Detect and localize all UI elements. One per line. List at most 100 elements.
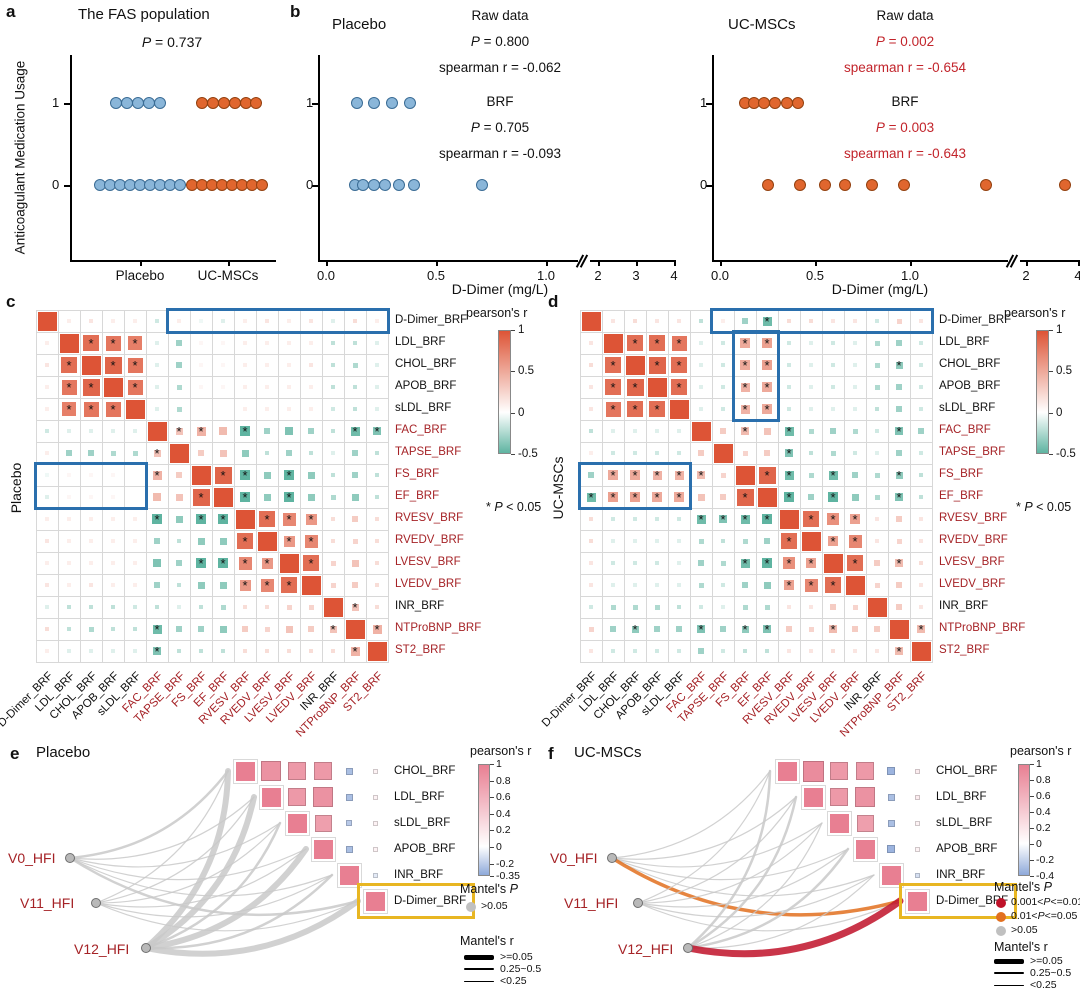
corr-square <box>89 319 93 323</box>
corr-square <box>218 558 228 568</box>
corr-sig-star: * <box>242 424 248 439</box>
corr-square <box>809 385 813 389</box>
corr-square <box>720 560 726 566</box>
corr-square <box>895 361 903 369</box>
corr-square <box>677 319 681 323</box>
corr-square <box>671 335 687 351</box>
b-stat-line: spearman r = -0.654 <box>844 60 966 75</box>
corr-square <box>45 451 49 455</box>
mantel-matrix-label: sLDL_BRF <box>936 817 993 829</box>
corr-square <box>809 363 813 367</box>
corr-colorbar-tick-label: 0.5 <box>518 365 534 378</box>
corr-square <box>721 363 725 367</box>
corr-square <box>825 577 841 593</box>
b-data-point <box>780 97 793 109</box>
corr-square <box>265 385 269 389</box>
corr-sig-star: * <box>808 512 814 527</box>
mantel-edge <box>637 848 849 908</box>
panel-b-left-title: Placebo <box>332 16 387 33</box>
corr-colorbar-tick <box>511 454 515 455</box>
corr-highlight-box <box>732 330 780 422</box>
corr-colorbar-tick-label: 0.5 <box>1056 365 1072 378</box>
corr-square <box>197 537 205 545</box>
corr-square <box>852 472 858 478</box>
mantel-r-label: >=0.05 <box>500 951 533 963</box>
corr-square <box>762 404 772 414</box>
corr-square <box>853 451 857 455</box>
corr-sig-star: * <box>852 534 858 549</box>
a-x-tick-label: UC-MSCs <box>197 268 259 283</box>
corr-square <box>153 449 161 457</box>
corr-square <box>111 605 115 609</box>
mantel-r-line <box>994 958 1024 964</box>
corr-sig-star: * <box>352 600 358 615</box>
corr-square <box>243 605 247 609</box>
corr-square <box>633 539 637 543</box>
corr-square <box>199 363 203 367</box>
corr-sig-star: * <box>632 380 638 395</box>
corr-square <box>199 385 203 389</box>
corr-highlight-box <box>710 308 934 334</box>
corr-sig-star: * <box>764 402 770 417</box>
corr-square <box>153 647 161 655</box>
corr-square <box>308 626 314 632</box>
mantel-edge <box>95 770 229 904</box>
corr-square <box>896 340 902 346</box>
corr-square <box>152 470 162 480</box>
corr-colorbar-tick <box>1049 371 1053 373</box>
mantel-matrix-square <box>345 793 353 801</box>
mantel-matrix-square <box>311 837 335 861</box>
corr-square <box>265 341 269 345</box>
b-x-axis <box>712 260 1008 262</box>
corr-square <box>809 407 813 411</box>
corr-square <box>762 558 772 568</box>
corr-sig-star: * <box>154 512 160 527</box>
b-data-point <box>761 179 774 191</box>
corr-square <box>308 604 314 610</box>
corr-square <box>611 539 615 543</box>
corr-square <box>330 560 336 566</box>
corr-square <box>765 649 769 653</box>
corr-square <box>677 517 681 521</box>
corr-square <box>630 470 640 480</box>
corr-square <box>853 385 857 389</box>
mantel-colorbar-tick-label: 0.6 <box>496 791 511 804</box>
corr-square <box>285 427 293 435</box>
corr-square <box>720 428 726 434</box>
corr-square <box>698 648 704 654</box>
mantel-matrix-label: APOB_BRF <box>394 843 456 855</box>
mantel-matrix-square <box>905 889 929 913</box>
corr-square <box>199 341 203 345</box>
corr-sig-star: * <box>242 556 248 571</box>
corr-square <box>330 494 336 500</box>
mantel-edge <box>68 856 360 917</box>
corr-row-label: CHOL_BRF <box>939 358 1001 370</box>
corr-square <box>758 466 776 484</box>
corr-sig-star: * <box>66 402 72 417</box>
corr-square <box>133 319 137 323</box>
corr-square <box>221 363 225 367</box>
corr-square <box>132 450 138 456</box>
corr-square <box>699 363 703 367</box>
corr-row-label: NTProBNP_BRF <box>395 622 482 634</box>
corr-square <box>45 363 49 367</box>
corr-square <box>88 626 94 632</box>
corr-square <box>218 514 228 524</box>
corr-square <box>155 605 159 609</box>
corr-square <box>655 319 659 323</box>
corr-square <box>762 382 772 392</box>
b-x-axis-break-segment <box>590 260 674 262</box>
corr-square <box>736 488 754 506</box>
corr-square <box>919 473 923 477</box>
corr-square <box>88 450 94 456</box>
corr-square <box>919 341 923 345</box>
b-data-point <box>793 179 806 191</box>
corr-row-label: FAC_BRF <box>395 424 447 436</box>
corr-row-label: ST2_BRF <box>939 644 990 656</box>
mantel-p-dot <box>996 912 1006 922</box>
corr-square <box>611 583 615 587</box>
b-x-tick <box>1078 260 1080 266</box>
a-y-tick <box>64 185 70 187</box>
b-data-point <box>476 179 489 191</box>
corr-square <box>611 319 615 323</box>
